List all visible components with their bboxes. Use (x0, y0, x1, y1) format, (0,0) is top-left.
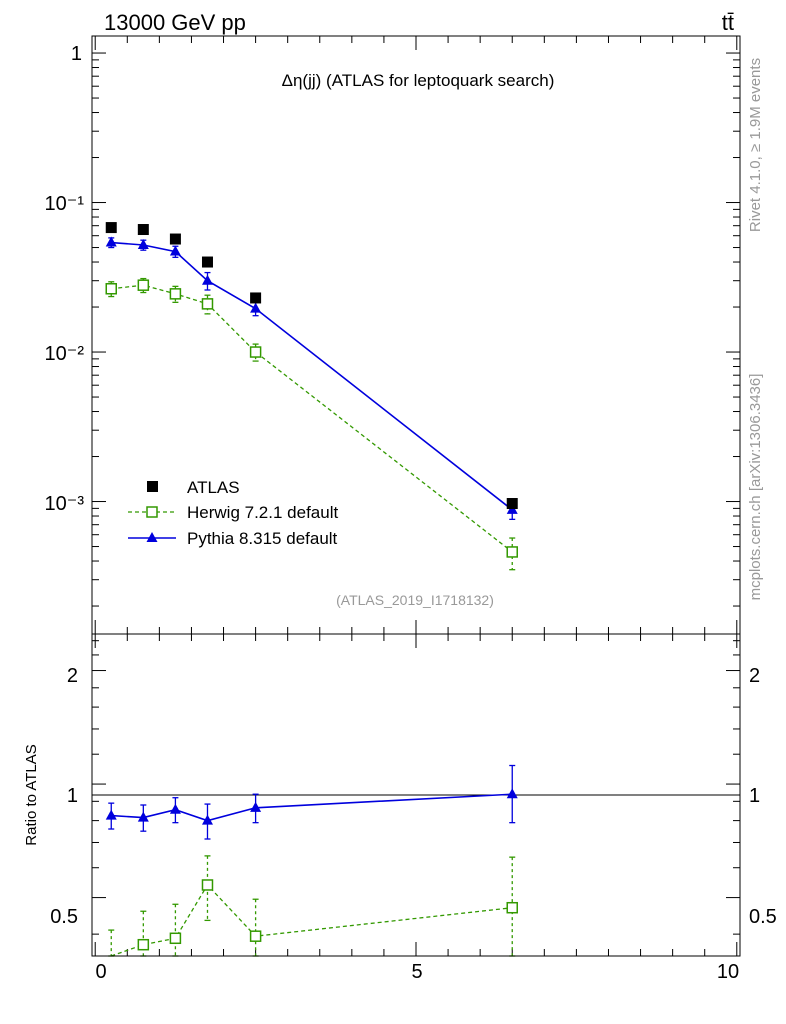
pythia-ratio-point (169, 803, 181, 814)
main-title: Δη(jj) (ATLAS for leptoquark search) (282, 71, 555, 90)
y-tick-label-0.01: 10⁻² (45, 343, 85, 365)
legend-atlas-marker (147, 481, 158, 492)
pythia-point (201, 274, 213, 285)
ratio-y-tick-label-1-right: 1 (749, 785, 760, 807)
pythia-ratio-point (201, 814, 213, 825)
atlas-point (506, 498, 518, 510)
pythia-point (105, 236, 117, 247)
pythia-point (169, 245, 181, 256)
ratio-y-tick-label-2-right: 2 (749, 665, 760, 687)
legend-herwig-label: Herwig 7.2.1 default (187, 503, 338, 522)
pythia-line (111, 241, 513, 511)
main-panel: Δη(jj) (ATLAS for leptoquark search) (AT… (45, 35, 741, 635)
y-tick-label-0.1: 10⁻¹ (45, 193, 85, 215)
pythia-ratio-point (250, 801, 262, 812)
legend-pythia-marker (146, 532, 158, 542)
watermark: (ATLAS_2019_I1718132) (336, 592, 494, 608)
pythia-point (250, 302, 262, 313)
main-marks (105, 222, 518, 571)
atlas-point (137, 224, 149, 236)
x-tick-label-5: 5 (411, 961, 422, 983)
herwig-point (105, 283, 117, 295)
ratio-ticks (92, 634, 740, 956)
pythia-point (137, 238, 149, 249)
ratio-ylabel: Ratio to ATLAS (23, 744, 40, 845)
y-tick-label-1: 1 (71, 43, 82, 65)
energy-label: 13000 GeV pp (104, 10, 246, 35)
ratio-y-tick-label-0.5: 0.5 (50, 906, 78, 928)
rivet-label: Rivet 4.1.0, ≥ 1.9M events (747, 58, 764, 232)
mcplots-label: mcplots.cern.ch [arXiv:1306.3436] (747, 374, 764, 601)
pythia-ratio-point (105, 809, 117, 820)
atlas-point (201, 256, 213, 268)
pythia-ratio-point (137, 811, 149, 822)
atlas-point (250, 292, 262, 304)
ratio-frame (91, 633, 741, 957)
herwig-point (201, 298, 214, 310)
header: 13000 GeV pp tt̄ (104, 10, 734, 35)
y-tick-label-0.001: 10⁻³ (45, 493, 85, 515)
ratio-y-tick-label-1: 1 (67, 785, 78, 807)
x-tick-label-10: 10 (717, 961, 739, 983)
herwig-ratio-point (249, 930, 262, 942)
atlas-point (105, 222, 117, 234)
herwig-point (506, 546, 518, 558)
herwig-ratio-point (201, 879, 214, 891)
herwig-ratio-line (111, 883, 513, 957)
herwig-ratio-point (506, 901, 518, 914)
herwig-point (249, 346, 262, 358)
pythia-ratio-point (506, 788, 518, 799)
herwig-point (169, 288, 182, 300)
pythia-ratio-line (111, 793, 513, 822)
ratio-y-tick-label-0.5-right: 0.5 (749, 906, 777, 928)
ratio-y-tick-label-2: 2 (67, 665, 78, 687)
herwig-point (137, 279, 150, 291)
process-label: tt̄ (722, 10, 734, 35)
herwig-ratio-point (137, 938, 150, 951)
x-tick-label-0: 0 (95, 961, 106, 983)
atlas-point (169, 233, 181, 245)
main-ticks (92, 36, 740, 634)
legend: ATLAS Herwig 7.2.1 default Pythia 8.315 … (128, 478, 338, 548)
legend-herwig-marker (146, 506, 158, 518)
ratio-panel: Ratio to ATLAS 2 1 0.5 2 1 0.5 0 5 10 (23, 633, 777, 983)
legend-pythia-label: Pythia 8.315 default (187, 529, 338, 548)
ratio-marks (105, 764, 518, 957)
herwig-ratio-point (169, 932, 182, 945)
legend-atlas-label: ATLAS (187, 478, 240, 497)
